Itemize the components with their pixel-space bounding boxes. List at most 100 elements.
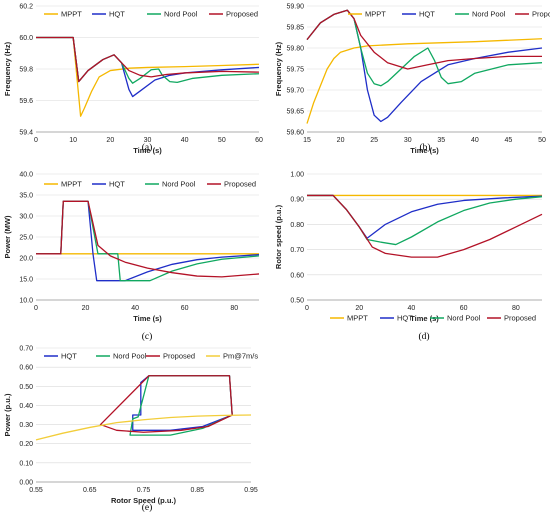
x-tick-label: 60 bbox=[460, 305, 468, 312]
x-axis-label: Time (s) bbox=[410, 314, 439, 323]
x-tick-label: 35 bbox=[437, 137, 445, 144]
series-line-nord-pool bbox=[307, 194, 543, 246]
legend-label: MPPT bbox=[61, 10, 82, 19]
y-tick-label: 59.6 bbox=[19, 98, 33, 105]
x-tick-label: 40 bbox=[408, 305, 416, 312]
legend-label: Proposed bbox=[226, 10, 258, 19]
x-tick-label: 20 bbox=[337, 137, 345, 144]
legend-label: HQT bbox=[61, 352, 77, 361]
y-tick-label: 0.70 bbox=[19, 346, 33, 353]
panel-caption: (a) bbox=[142, 142, 153, 153]
x-tick-label: 60 bbox=[255, 137, 263, 144]
legend-label: Pm@7m/s bbox=[223, 352, 258, 361]
x-tick-label: 0.65 bbox=[83, 487, 97, 494]
x-tick-label: 0.55 bbox=[29, 487, 43, 494]
x-tick-label: 40 bbox=[131, 305, 139, 312]
y-tick-label: 0.00 bbox=[19, 480, 33, 487]
x-tick-label: 40 bbox=[181, 137, 189, 144]
legend-label: Proposed bbox=[163, 352, 195, 361]
x-tick-label: 0 bbox=[34, 305, 38, 312]
panel-caption: (d) bbox=[418, 331, 429, 342]
y-tick-label: 0.40 bbox=[19, 403, 33, 410]
legend-label: Proposed bbox=[504, 314, 536, 323]
y-tick-label: 35.0 bbox=[19, 193, 33, 200]
x-tick-label: 50 bbox=[218, 137, 226, 144]
x-tick-label: 0 bbox=[34, 137, 38, 144]
x-tick-label: 20 bbox=[106, 137, 114, 144]
x-axis-label: Time (s) bbox=[133, 314, 162, 323]
y-axis-label: Power (MW) bbox=[3, 215, 12, 258]
x-tick-label: 80 bbox=[230, 305, 238, 312]
legend-label: MPPT bbox=[61, 180, 82, 189]
legend-label: Nord Pool bbox=[162, 180, 196, 189]
y-tick-label: 0.80 bbox=[290, 222, 304, 229]
y-tick-label: 59.75 bbox=[286, 67, 304, 74]
panel-caption: (e) bbox=[142, 502, 153, 513]
series-line-pm-7m-s bbox=[35, 414, 252, 441]
y-tick-label: 0.50 bbox=[19, 384, 33, 391]
y-tick-label: 59.60 bbox=[286, 130, 304, 137]
x-tick-label: 40 bbox=[471, 137, 479, 144]
series-line-proposed bbox=[36, 200, 260, 278]
chart-d: 0.50 0.60 0.70 0.80 0.90 1.00 0 20 40 60 80 Time (s… bbox=[274, 172, 543, 342]
x-tick-label: 25 bbox=[370, 137, 378, 144]
y-tick-label: 25.0 bbox=[19, 235, 33, 242]
x-tick-label: 45 bbox=[505, 137, 513, 144]
y-tick-label: 30.0 bbox=[19, 214, 33, 221]
y-tick-label: 59.90 bbox=[286, 4, 304, 11]
series-line-nord-pool bbox=[36, 200, 260, 282]
y-tick-label: 20.0 bbox=[19, 256, 33, 263]
series-line-proposed bbox=[306, 9, 542, 70]
y-tick-label: 40.0 bbox=[19, 172, 33, 179]
chart-c: 10.0 15.0 20.0 25.0 30.0 35.0 40.0 0 20 40 60 80 Tim… bbox=[3, 172, 260, 342]
y-axis-label: Rotor speed (p.u.) bbox=[274, 204, 283, 269]
x-tick-label: 0.85 bbox=[190, 487, 204, 494]
x-tick-label: 80 bbox=[512, 305, 520, 312]
x-tick-label: 10 bbox=[69, 137, 77, 144]
y-tick-label: 15.0 bbox=[19, 277, 33, 284]
x-tick-label: 20 bbox=[82, 305, 90, 312]
legend-label: MPPT bbox=[347, 314, 368, 323]
series-line-mppt bbox=[306, 38, 543, 124]
legend-label: Nord Pool bbox=[447, 314, 481, 323]
series-line-proposed bbox=[36, 36, 260, 83]
y-axis-label: Frequency (Hz) bbox=[274, 41, 283, 96]
legend-label: HQT bbox=[109, 10, 125, 19]
x-axis-label: Rotor Speed (p.u.) bbox=[111, 496, 176, 505]
series-line-mppt bbox=[36, 36, 260, 117]
y-tick-label: 0.50 bbox=[290, 298, 304, 305]
legend-label: HQT bbox=[419, 10, 435, 19]
legend-label: MPPT bbox=[365, 10, 386, 19]
chart-e: 0.00 0.10 0.20 0.30 0.40 0.50 0.60 0.70 0.55 0.65… bbox=[3, 346, 258, 513]
legend-label: HQT bbox=[109, 180, 125, 189]
legend-label: HQT bbox=[397, 314, 413, 323]
x-axis-label: Time (s) bbox=[133, 146, 162, 155]
chart-b: 59.60 59.65 59.70 59.75 59.80 59.85 59.90 15 20 2… bbox=[274, 4, 550, 156]
y-axis-label: Power (p.u.) bbox=[3, 393, 12, 436]
series-line-proposed bbox=[307, 194, 543, 258]
legend-label: Nord Pool bbox=[164, 10, 198, 19]
x-tick-label: 30 bbox=[144, 137, 152, 144]
y-tick-label: 59.8 bbox=[19, 67, 33, 74]
y-tick-label: 59.4 bbox=[19, 130, 33, 137]
x-tick-label: 0.95 bbox=[244, 487, 258, 494]
y-tick-label: 59.65 bbox=[286, 109, 304, 116]
legend-label: Nord Pool bbox=[472, 10, 506, 19]
y-tick-label: 59.85 bbox=[286, 25, 304, 32]
y-axis-label: Frequency (Hz) bbox=[3, 41, 12, 96]
x-tick-label: 50 bbox=[538, 137, 546, 144]
y-tick-label: 0.60 bbox=[290, 272, 304, 279]
x-axis-label: Time (s) bbox=[410, 146, 439, 155]
panel-caption: (b) bbox=[419, 142, 430, 153]
y-tick-label: 59.80 bbox=[286, 46, 304, 53]
y-tick-label: 0.10 bbox=[19, 460, 33, 467]
x-tick-label: 15 bbox=[303, 137, 311, 144]
y-tick-label: 0.70 bbox=[290, 247, 304, 254]
chart-a: 59.4 59.6 59.8 60.0 60.2 0 10 20 30 40 50 60 Time (s… bbox=[3, 4, 263, 156]
panel-caption: (c) bbox=[142, 331, 153, 342]
x-tick-label: 0.75 bbox=[137, 487, 151, 494]
x-tick-label: 20 bbox=[355, 305, 363, 312]
x-tick-label: 60 bbox=[181, 305, 189, 312]
y-tick-label: 59.70 bbox=[286, 88, 304, 95]
y-tick-label: 0.20 bbox=[19, 441, 33, 448]
